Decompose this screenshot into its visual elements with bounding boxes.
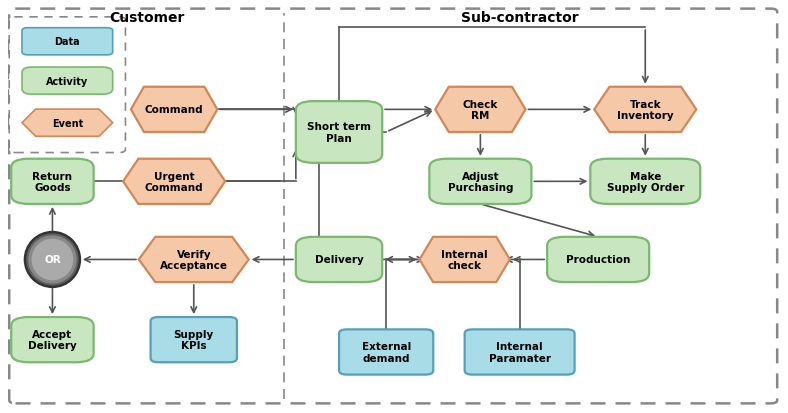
Text: Event: Event	[52, 119, 83, 128]
Polygon shape	[139, 237, 249, 282]
FancyBboxPatch shape	[296, 237, 382, 282]
Polygon shape	[22, 110, 113, 137]
FancyBboxPatch shape	[590, 159, 701, 204]
Text: Activity: Activity	[46, 76, 88, 86]
Polygon shape	[123, 159, 225, 204]
Ellipse shape	[28, 236, 76, 284]
FancyBboxPatch shape	[9, 18, 125, 153]
Text: Supply
KPIs: Supply KPIs	[173, 329, 214, 351]
Text: Production: Production	[566, 255, 630, 265]
FancyBboxPatch shape	[9, 9, 777, 404]
Text: Data: Data	[54, 37, 80, 47]
Polygon shape	[131, 88, 217, 133]
Ellipse shape	[32, 239, 73, 280]
Text: Sub-contractor: Sub-contractor	[461, 11, 578, 25]
Text: Adjust
Purchasing: Adjust Purchasing	[448, 171, 513, 192]
Polygon shape	[435, 88, 526, 133]
Text: Verify
Acceptance: Verify Acceptance	[160, 249, 228, 271]
Text: Accept
Delivery: Accept Delivery	[28, 329, 76, 351]
Polygon shape	[419, 237, 510, 282]
FancyBboxPatch shape	[151, 317, 237, 362]
FancyBboxPatch shape	[339, 330, 433, 375]
Text: OR: OR	[44, 255, 61, 265]
Ellipse shape	[25, 233, 80, 287]
Text: Track
Inventory: Track Inventory	[617, 99, 674, 121]
Text: Internal
check: Internal check	[441, 249, 488, 271]
FancyBboxPatch shape	[11, 159, 94, 204]
FancyBboxPatch shape	[22, 68, 113, 95]
Text: Command: Command	[145, 105, 203, 115]
Text: Internal
Paramater: Internal Paramater	[489, 342, 551, 363]
Text: Check
RM: Check RM	[463, 99, 498, 121]
Text: Return
Goods: Return Goods	[32, 171, 72, 192]
Text: External
demand: External demand	[362, 342, 411, 363]
Polygon shape	[594, 88, 697, 133]
Text: Customer: Customer	[109, 11, 184, 25]
FancyBboxPatch shape	[296, 102, 382, 164]
FancyBboxPatch shape	[429, 159, 531, 204]
Text: Urgent
Command: Urgent Command	[145, 171, 203, 192]
Text: Delivery: Delivery	[314, 255, 363, 265]
FancyBboxPatch shape	[465, 330, 574, 375]
FancyBboxPatch shape	[547, 237, 649, 282]
FancyBboxPatch shape	[22, 28, 113, 56]
FancyBboxPatch shape	[11, 317, 94, 362]
Text: Make
Supply Order: Make Supply Order	[607, 171, 684, 192]
Text: Short term
Plan: Short term Plan	[307, 122, 371, 143]
